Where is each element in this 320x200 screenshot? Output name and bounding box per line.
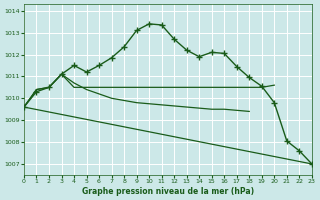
X-axis label: Graphe pression niveau de la mer (hPa): Graphe pression niveau de la mer (hPa)	[82, 187, 254, 196]
